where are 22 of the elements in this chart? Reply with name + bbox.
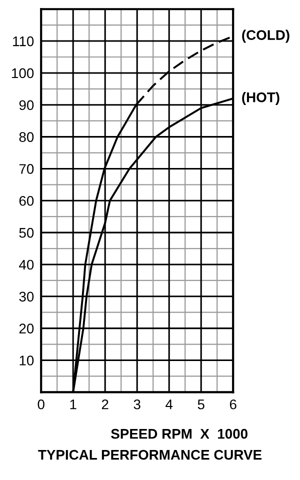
text: TYPICAL PERFORMANCE CURVE <box>38 450 262 460</box>
y-tick-label: 70 <box>19 164 34 174</box>
series-label: (COLD) <box>242 30 290 43</box>
x-axis-title: SPEED RPM X 1000 <box>111 428 248 439</box>
x-tick-label: 4 <box>166 400 173 410</box>
x-tick-label: 0 <box>38 399 44 410</box>
y-tick-label: 30 <box>19 292 34 302</box>
x-tick-label: 5 <box>198 400 204 410</box>
x-tick-label: 6 <box>230 399 236 410</box>
y-tick-label: 80 <box>19 132 34 142</box>
y-tick-label: 110 <box>13 36 34 46</box>
y-tick-label: 50 <box>19 228 34 238</box>
x-tick-label: 2 <box>102 399 108 410</box>
x-tick-label: 1 <box>70 400 76 410</box>
x-tick-label: 3 <box>134 399 140 410</box>
y-tick-label: 10 <box>20 356 34 366</box>
y-tick-label: 90 <box>19 100 34 110</box>
y-tick-label: 40 <box>19 260 34 270</box>
y-tick-label: 100 <box>12 68 34 78</box>
series-label: (HOT) <box>242 92 280 105</box>
y-tick-label: 60 <box>19 196 34 206</box>
y-tick-label: 20 <box>19 324 34 334</box>
